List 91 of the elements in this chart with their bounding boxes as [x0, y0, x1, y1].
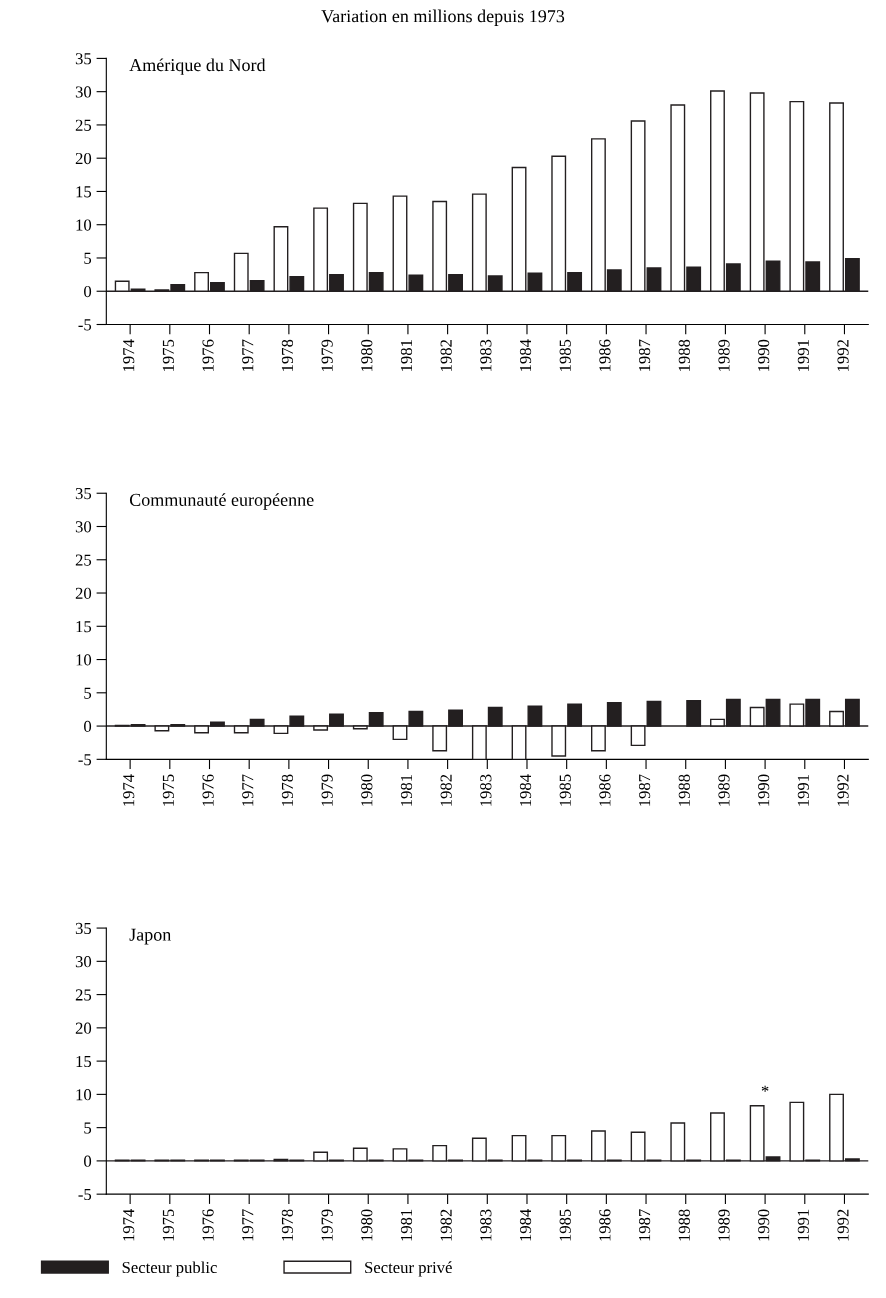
x-tick-label: 1982 — [440, 340, 452, 371]
x-tick-label: 1988 — [678, 1209, 690, 1241]
x-tick-label: 1979 — [321, 774, 333, 806]
x-tick-label: 1985 — [559, 339, 571, 371]
y-tick-label: 30 — [75, 521, 92, 533]
x-tick-label: 1990 — [758, 339, 770, 371]
x-tick-label: 1985 — [559, 774, 571, 806]
x-tick-label: 1988 — [678, 774, 690, 806]
x-tick-label: 1989 — [718, 1209, 730, 1241]
y-tick-label: 0 — [84, 1155, 92, 1167]
x-tick-label: 1977 — [242, 339, 254, 371]
x-tick-label: 1992 — [837, 340, 849, 371]
legend-label: Secteur privé — [365, 1261, 452, 1277]
x-tick-label: 1978 — [281, 774, 294, 806]
x-tick-label: 1986 — [599, 774, 611, 806]
x-tick-label: 1978 — [281, 1209, 294, 1241]
y-tick-label: 5 — [84, 1122, 92, 1134]
x-tick-label: 1992 — [837, 774, 849, 806]
chart-title: Japon — [129, 928, 172, 945]
x-tick-label: 1991 — [797, 1209, 809, 1241]
x-tick-label: 1984 — [519, 339, 532, 371]
x-tick-label: 1990 — [758, 1209, 770, 1241]
x-tick-label: 1975 — [162, 774, 174, 806]
y-tick-label: -5 — [78, 754, 92, 766]
x-tick-label: 1977 — [242, 1209, 254, 1241]
text: Variation en millions depuis 1973 — [321, 9, 565, 26]
x-tick-label: 1980 — [361, 1209, 373, 1241]
x-tick-label: 1981 — [400, 340, 413, 371]
x-tick-label: 1989 — [718, 339, 730, 371]
x-tick-label: 1984 — [519, 1209, 532, 1241]
chart-title: Amérique du Nord — [129, 58, 266, 75]
x-tick-label: 1975 — [162, 339, 174, 371]
y-tick-label: 10 — [76, 654, 92, 666]
y-tick-label: 15 — [76, 621, 92, 633]
y-tick-label: 5 — [84, 252, 92, 264]
x-tick-label: 1985 — [559, 1209, 571, 1241]
y-tick-label: 20 — [75, 152, 92, 165]
x-tick-label: 1979 — [321, 1209, 333, 1241]
x-tick-label: 1974 — [123, 774, 135, 806]
y-tick-label: 0 — [84, 285, 92, 298]
x-tick-label: 1982 — [440, 1209, 452, 1241]
y-tick-label: -5 — [78, 319, 92, 331]
x-tick-label: 1988 — [678, 339, 690, 371]
y-tick-label: 5 — [84, 687, 92, 699]
x-tick-label: 1987 — [638, 774, 651, 806]
x-tick-label: 1987 — [638, 339, 651, 371]
x-tick-label: 1983 — [480, 339, 492, 371]
x-tick-label: 1981 — [400, 1209, 413, 1241]
x-tick-label: 1981 — [400, 774, 413, 806]
x-tick-label: 1980 — [361, 339, 373, 371]
x-tick-label: 1991 — [797, 774, 809, 806]
x-tick-label: 1975 — [162, 1209, 174, 1241]
x-tick-label: 1990 — [758, 774, 770, 806]
x-tick-label: 1983 — [480, 1209, 492, 1241]
x-tick-label: 1992 — [837, 1209, 849, 1241]
x-tick-label: 1986 — [599, 1209, 611, 1241]
x-tick-label: 1976 — [202, 339, 214, 371]
x-tick-label: 1983 — [480, 774, 492, 806]
x-tick-label: 1991 — [797, 340, 809, 371]
y-tick-label: 35 — [75, 487, 92, 500]
y-tick-label: -5 — [78, 1189, 92, 1201]
x-tick-label: 1976 — [202, 1209, 214, 1241]
x-tick-label: 1978 — [281, 339, 294, 371]
x-tick-label: 1987 — [638, 1209, 651, 1241]
y-tick-label: 35 — [75, 53, 92, 65]
y-tick-label: 25 — [75, 989, 92, 1001]
legend-label: Secteur public — [122, 1261, 217, 1277]
annotation: * — [761, 1085, 769, 1092]
x-tick-label: 1977 — [242, 774, 254, 806]
y-tick-label: 20 — [75, 1022, 92, 1034]
y-tick-label: 35 — [75, 922, 92, 935]
x-tick-label: 1979 — [321, 339, 333, 371]
x-tick-label: 1989 — [718, 774, 730, 806]
x-tick-label: 1980 — [361, 774, 373, 806]
y-tick-label: 25 — [75, 554, 92, 566]
y-tick-label: 20 — [75, 587, 92, 599]
x-tick-label: 1974 — [123, 339, 135, 371]
y-tick-label: 10 — [76, 1089, 92, 1101]
y-tick-label: 0 — [84, 720, 92, 733]
x-tick-label: 1984 — [519, 774, 532, 806]
y-tick-label: 30 — [75, 86, 92, 98]
y-tick-label: 25 — [75, 119, 92, 131]
x-tick-label: 1976 — [202, 774, 214, 806]
chart-title: Communauté européenne — [129, 493, 314, 510]
x-tick-label: 1986 — [599, 339, 611, 371]
x-tick-label: 1982 — [440, 774, 452, 806]
y-tick-label: 10 — [76, 219, 92, 231]
y-tick-label: 15 — [76, 1055, 92, 1068]
x-tick-label: 1974 — [123, 1209, 135, 1241]
y-tick-label: 30 — [75, 956, 92, 968]
y-tick-label: 15 — [76, 186, 92, 198]
